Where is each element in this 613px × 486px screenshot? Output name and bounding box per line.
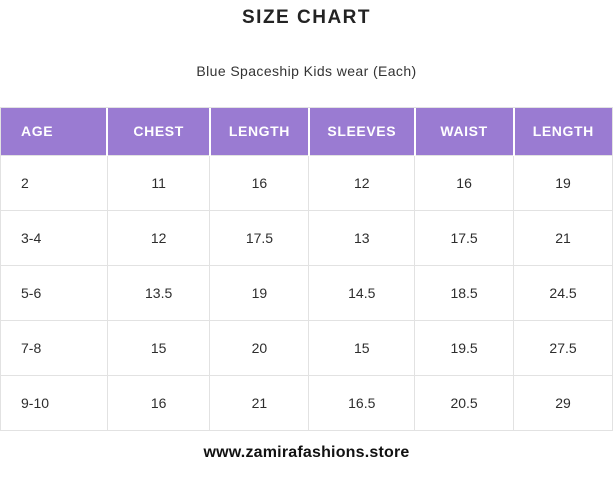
size-value-cell: 19 [513,154,612,211]
column-header-length-5: LENGTH [512,108,612,155]
column-header-age-0: AGE [1,108,109,155]
column-header-sleeves-3: SLEEVES [307,108,416,155]
size-value-cell: 15 [106,319,211,376]
column-header-waist-4: WAIST [413,108,515,155]
size-table-body: 2 11 16 12 16 19 3-4 12 17.5 13 17.5 21 5-6 13.5 19 14.… [1,154,612,430]
size-value-cell: 12 [106,209,211,266]
size-value-cell: 19.5 [414,319,515,376]
size-table-container: AGE CHEST LENGTH SLEEVES WAIST LENGTH 2 11 16 12… [0,107,613,431]
size-value-cell: 16 [106,374,211,430]
size-value-cell: 16 [209,154,310,211]
age-cell: 2 [1,154,108,211]
size-value-cell: 17.5 [414,209,515,266]
age-cell: 3-4 [1,209,108,266]
column-header-length-2: LENGTH [208,108,310,155]
header-row: AGE CHEST LENGTH SLEEVES WAIST LENGTH [1,108,612,155]
table-row: 2 11 16 12 16 19 [1,154,612,211]
column-header-chest-1: CHEST [106,108,211,155]
size-value-cell: 24.5 [513,264,612,321]
size-value-cell: 14.5 [308,264,416,321]
size-value-cell: 20 [209,319,310,376]
age-cell: 9-10 [1,374,108,430]
size-table: AGE CHEST LENGTH SLEEVES WAIST LENGTH 2 11 16 12… [1,108,612,430]
table-row: 7-8 15 20 15 19.5 27.5 [1,319,612,376]
age-cell: 7-8 [1,319,108,376]
size-value-cell: 21 [209,374,310,430]
table-row: 5-6 13.5 19 14.5 18.5 24.5 [1,264,612,321]
age-cell: 5-6 [1,264,108,321]
size-value-cell: 20.5 [414,374,515,430]
product-subtitle: Blue Spaceship Kids wear (Each) [196,63,417,79]
size-value-cell: 13.5 [106,264,211,321]
size-value-cell: 13 [308,209,416,266]
store-url: www.zamirafashions.store [203,444,410,461]
size-value-cell: 29 [513,374,612,430]
table-row: 3-4 12 17.5 13 17.5 21 [1,209,612,266]
page-title: SIZE CHART [242,7,371,28]
size-value-cell: 16.5 [308,374,416,430]
size-value-cell: 21 [513,209,612,266]
size-value-cell: 12 [308,154,416,211]
size-value-cell: 18.5 [414,264,515,321]
size-value-cell: 16 [414,154,515,211]
size-value-cell: 19 [209,264,310,321]
size-value-cell: 15 [308,319,416,376]
table-row: 9-10 16 21 16.5 20.5 29 [1,374,612,430]
size-value-cell: 17.5 [209,209,310,266]
size-chart-page: SIZE CHART Blue Spaceship Kids wear (Eac… [0,6,613,462]
size-value-cell: 27.5 [513,319,612,376]
size-value-cell: 11 [106,154,211,211]
size-table-header: AGE CHEST LENGTH SLEEVES WAIST LENGTH [1,108,612,155]
